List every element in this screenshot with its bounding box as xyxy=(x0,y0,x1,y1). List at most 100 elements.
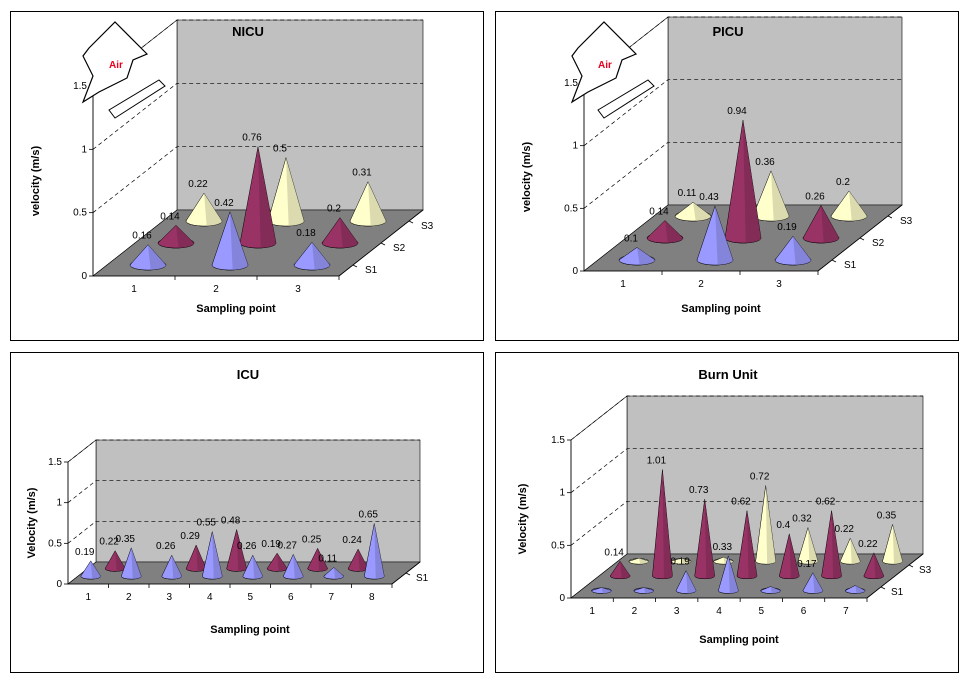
x-tick-label: 3 xyxy=(295,284,301,295)
cone-s1-point-7 xyxy=(844,585,866,594)
y-tick-label: 0.5 xyxy=(48,538,62,549)
air-vent-icon xyxy=(597,79,655,119)
data-label: 0.55 xyxy=(197,518,217,529)
chart-title: Burn Unit xyxy=(698,367,758,382)
x-tick-label: 6 xyxy=(801,606,807,617)
cone-s1-point-1 xyxy=(129,244,167,271)
depth-axis-label: S3 xyxy=(421,221,434,232)
gridline xyxy=(583,141,902,209)
cone-shade xyxy=(601,587,612,594)
cone-s1-point-1 xyxy=(80,560,102,580)
x-axis-title: Sampling point xyxy=(681,303,761,315)
cone-shade xyxy=(873,552,884,579)
cone-shade xyxy=(374,523,385,580)
y-axis-title: Velocity (m/s) xyxy=(517,483,529,554)
x-tick-label: 4 xyxy=(716,606,722,617)
y-tick-label: 1.5 xyxy=(551,435,565,446)
cone-shade xyxy=(849,190,867,221)
x-tick-label: 8 xyxy=(369,592,375,603)
cone-shade xyxy=(277,553,288,572)
cone-s2-point-3 xyxy=(802,204,840,244)
cone-shade xyxy=(131,547,142,580)
data-label: 0.72 xyxy=(750,471,770,482)
cone-shade xyxy=(196,545,207,572)
data-label: 0.5 xyxy=(273,144,287,155)
cone-s1-point-5 xyxy=(242,554,264,580)
cone-s3-point-1 xyxy=(185,192,223,227)
cone-shade xyxy=(747,510,757,579)
cone-s1-point-2 xyxy=(633,587,655,594)
data-label: 0.1 xyxy=(624,233,638,244)
data-label: 0.19 xyxy=(670,557,690,568)
y-axis-title: velocity (m/s) xyxy=(30,146,42,217)
x-tick-label: 4 xyxy=(207,592,213,603)
data-label: 0.62 xyxy=(731,497,751,508)
cone-s1-point-1 xyxy=(591,587,612,594)
cone-s1-point-2 xyxy=(211,211,249,271)
data-label: 0.25 xyxy=(302,534,322,545)
cone-shade xyxy=(770,586,781,594)
back-wall xyxy=(667,16,903,206)
back-wall xyxy=(176,19,424,211)
cone-s1-point-5 xyxy=(760,586,781,594)
data-label: 0.17 xyxy=(797,559,817,570)
cone-s2-point-5 xyxy=(779,533,800,580)
data-label: 0.35 xyxy=(877,510,897,521)
cone-s2-point-1 xyxy=(609,560,631,580)
y-tick-label: 0 xyxy=(572,266,578,277)
y-tick-label: 1 xyxy=(56,498,62,509)
x-tick-label: 7 xyxy=(843,606,849,617)
data-label: 0.18 xyxy=(296,228,316,239)
cone-shade xyxy=(855,585,866,594)
cone-shade xyxy=(637,247,655,265)
nicu-chart-panel: 0 0.5 1 1.5 1 2 3 S1 S2 S3 0.16 0.42 0.18 0.14 0.76 0.2… xyxy=(10,11,484,341)
gridline xyxy=(92,146,423,213)
depth-axis-label: S2 xyxy=(393,243,406,254)
air-vent-icon xyxy=(108,79,166,119)
y-tick-label: 1.5 xyxy=(48,457,62,468)
gridline xyxy=(570,500,923,546)
burn-unit-chart: 00.511.51 2 3 4 5 6 7S1S30.141.010.730.620.40.… xyxy=(517,367,932,646)
cone-s1-point-8 xyxy=(364,523,385,580)
data-label: 0.65 xyxy=(359,509,379,520)
cone-s3-point-7 xyxy=(882,523,903,565)
cone-shade xyxy=(286,157,304,226)
cone-shade xyxy=(171,555,182,580)
cone-shade xyxy=(765,485,776,565)
depth-axis-label: S1 xyxy=(891,587,904,598)
cone-s3-point-6 xyxy=(839,537,861,565)
depth-tick-mark xyxy=(380,242,386,246)
data-label: 0.27 xyxy=(278,540,298,551)
x-tick-label: 1 xyxy=(131,284,137,295)
depth-tick-mark xyxy=(352,264,358,268)
data-label: 0.76 xyxy=(242,133,262,144)
y-tick-label: 0 xyxy=(56,579,62,590)
cone-s1-point-3 xyxy=(675,570,697,594)
data-label: 0.36 xyxy=(755,157,775,168)
x-tick-label: 2 xyxy=(126,592,132,603)
cone-shade xyxy=(793,236,811,265)
icu-chart: 0 0.5 1 1.5 1 2 3 4 5 6 7 8 S1 0.19 0.35 0.26 0.55 0.26 0.… xyxy=(26,367,429,636)
cone-shade xyxy=(293,554,304,580)
data-label: 0.29 xyxy=(180,531,200,542)
data-label: 0.43 xyxy=(699,192,719,203)
cone-shade xyxy=(620,561,631,579)
cone-shade xyxy=(831,510,842,579)
cone-s1-point-3 xyxy=(774,235,812,266)
cone-s1-point-6 xyxy=(283,553,304,580)
y-tick-label: 1.5 xyxy=(564,78,578,89)
cone-s2-point-6 xyxy=(821,510,842,580)
cone-shade xyxy=(148,244,166,270)
cone-s3-point-5 xyxy=(797,526,819,565)
back-wall xyxy=(626,395,924,555)
cone-s2-point-2 xyxy=(239,146,277,249)
data-label: 0.4 xyxy=(776,520,790,531)
depth-axis-label: S2 xyxy=(872,238,885,249)
x-tick-label: 3 xyxy=(674,606,680,617)
cone-s1-point-2 xyxy=(696,205,734,266)
cone-s2-point-3 xyxy=(694,499,715,580)
cone-shade xyxy=(821,205,839,243)
gridline xyxy=(67,439,420,463)
depth-tick-mark xyxy=(405,572,411,576)
x-tick-label: 5 xyxy=(247,592,253,603)
